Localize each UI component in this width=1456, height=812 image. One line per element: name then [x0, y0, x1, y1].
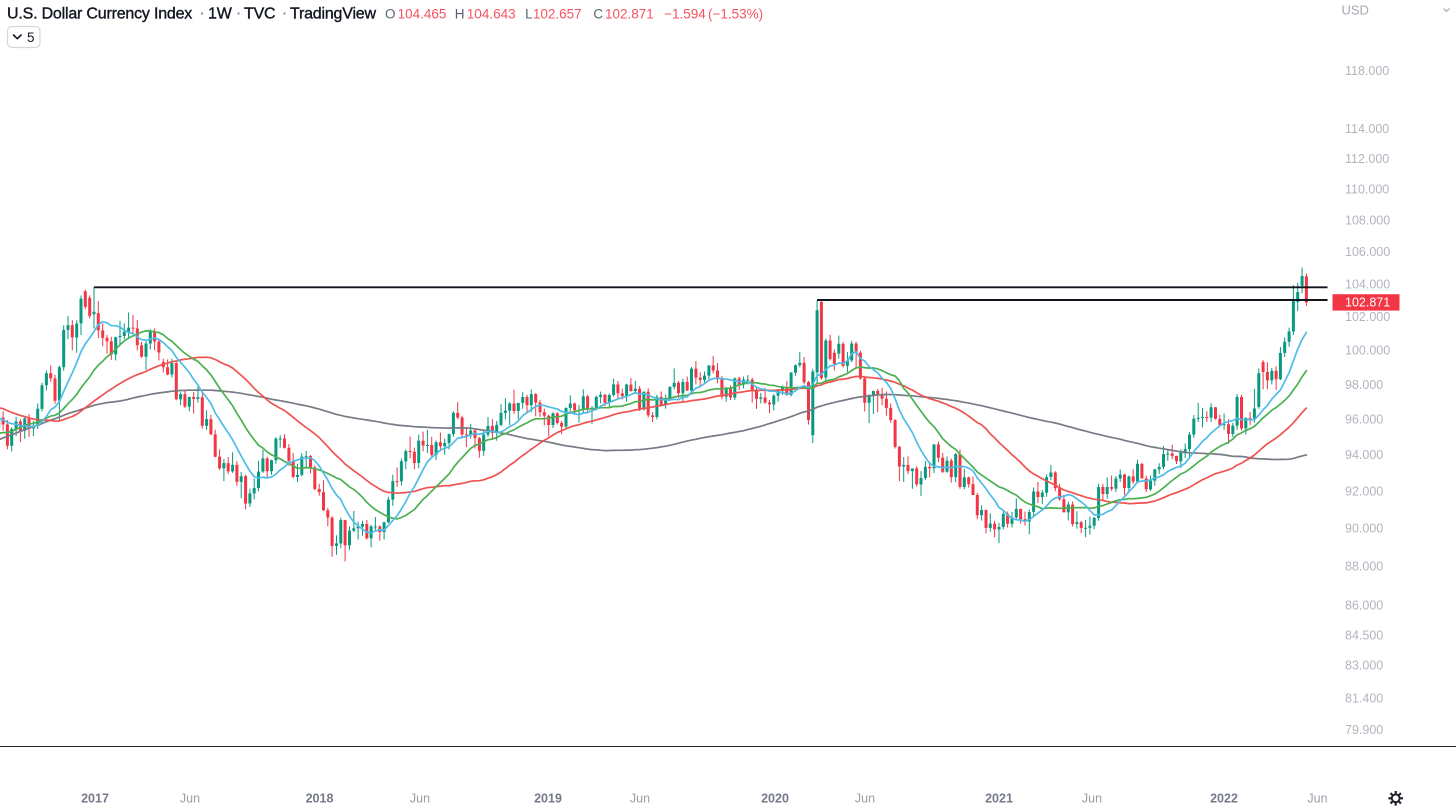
svg-text:90.000: 90.000 — [1345, 522, 1383, 536]
svg-text:2020: 2020 — [761, 792, 789, 806]
svg-text:98.000: 98.000 — [1345, 378, 1383, 392]
svg-text:81.400: 81.400 — [1345, 692, 1383, 706]
svg-text:TradingView: TradingView — [290, 6, 376, 23]
svg-text:(−1.53%): (−1.53%) — [708, 7, 763, 22]
svg-text:104.465: 104.465 — [398, 7, 447, 22]
svg-text:H: H — [455, 7, 465, 22]
svg-text:94.000: 94.000 — [1345, 448, 1383, 462]
svg-text:106.000: 106.000 — [1345, 245, 1390, 259]
svg-text:Jun: Jun — [180, 792, 200, 806]
svg-text:110.000: 110.000 — [1345, 183, 1389, 197]
svg-text:Jun: Jun — [1082, 792, 1102, 806]
svg-text:2021: 2021 — [985, 792, 1013, 806]
svg-text:Jun: Jun — [855, 792, 875, 806]
svg-text:104.643: 104.643 — [467, 7, 516, 22]
svg-text:USD: USD — [1342, 3, 1369, 18]
svg-text:2018: 2018 — [306, 792, 334, 806]
svg-text:83.000: 83.000 — [1345, 659, 1383, 673]
svg-text:L: L — [525, 7, 533, 22]
svg-text:TVC: TVC — [244, 6, 275, 23]
svg-text:Jun: Jun — [1307, 792, 1327, 806]
svg-text:5: 5 — [27, 30, 35, 45]
svg-text:118.000: 118.000 — [1345, 64, 1389, 78]
svg-text:O: O — [385, 7, 396, 22]
svg-text:−1.594: −1.594 — [664, 7, 706, 22]
svg-text:2022: 2022 — [1210, 792, 1238, 806]
svg-text:1W: 1W — [208, 6, 233, 23]
svg-text:2019: 2019 — [534, 792, 562, 806]
svg-text:Jun: Jun — [630, 792, 650, 806]
svg-text:2017: 2017 — [81, 792, 109, 806]
svg-text:96.000: 96.000 — [1345, 413, 1383, 427]
svg-text:102.871: 102.871 — [605, 7, 654, 22]
svg-text:102.657: 102.657 — [533, 7, 582, 22]
svg-text:108.000: 108.000 — [1345, 214, 1390, 228]
svg-text:112.000: 112.000 — [1345, 152, 1389, 166]
svg-text:104.000: 104.000 — [1345, 277, 1390, 291]
svg-text:C: C — [593, 7, 603, 22]
svg-text:Jun: Jun — [410, 792, 430, 806]
svg-text:100.000: 100.000 — [1345, 344, 1390, 358]
svg-text:86.000: 86.000 — [1345, 599, 1383, 613]
svg-text:102.871: 102.871 — [1345, 296, 1390, 310]
svg-text:92.000: 92.000 — [1345, 485, 1383, 499]
svg-text:114.000: 114.000 — [1345, 122, 1389, 136]
svg-text:102.000: 102.000 — [1345, 310, 1390, 324]
svg-text:U.S. Dollar Currency Index: U.S. Dollar Currency Index — [7, 6, 192, 23]
svg-text:79.900: 79.900 — [1345, 723, 1383, 737]
svg-text:88.000: 88.000 — [1345, 560, 1383, 574]
svg-text:84.500: 84.500 — [1345, 628, 1383, 642]
